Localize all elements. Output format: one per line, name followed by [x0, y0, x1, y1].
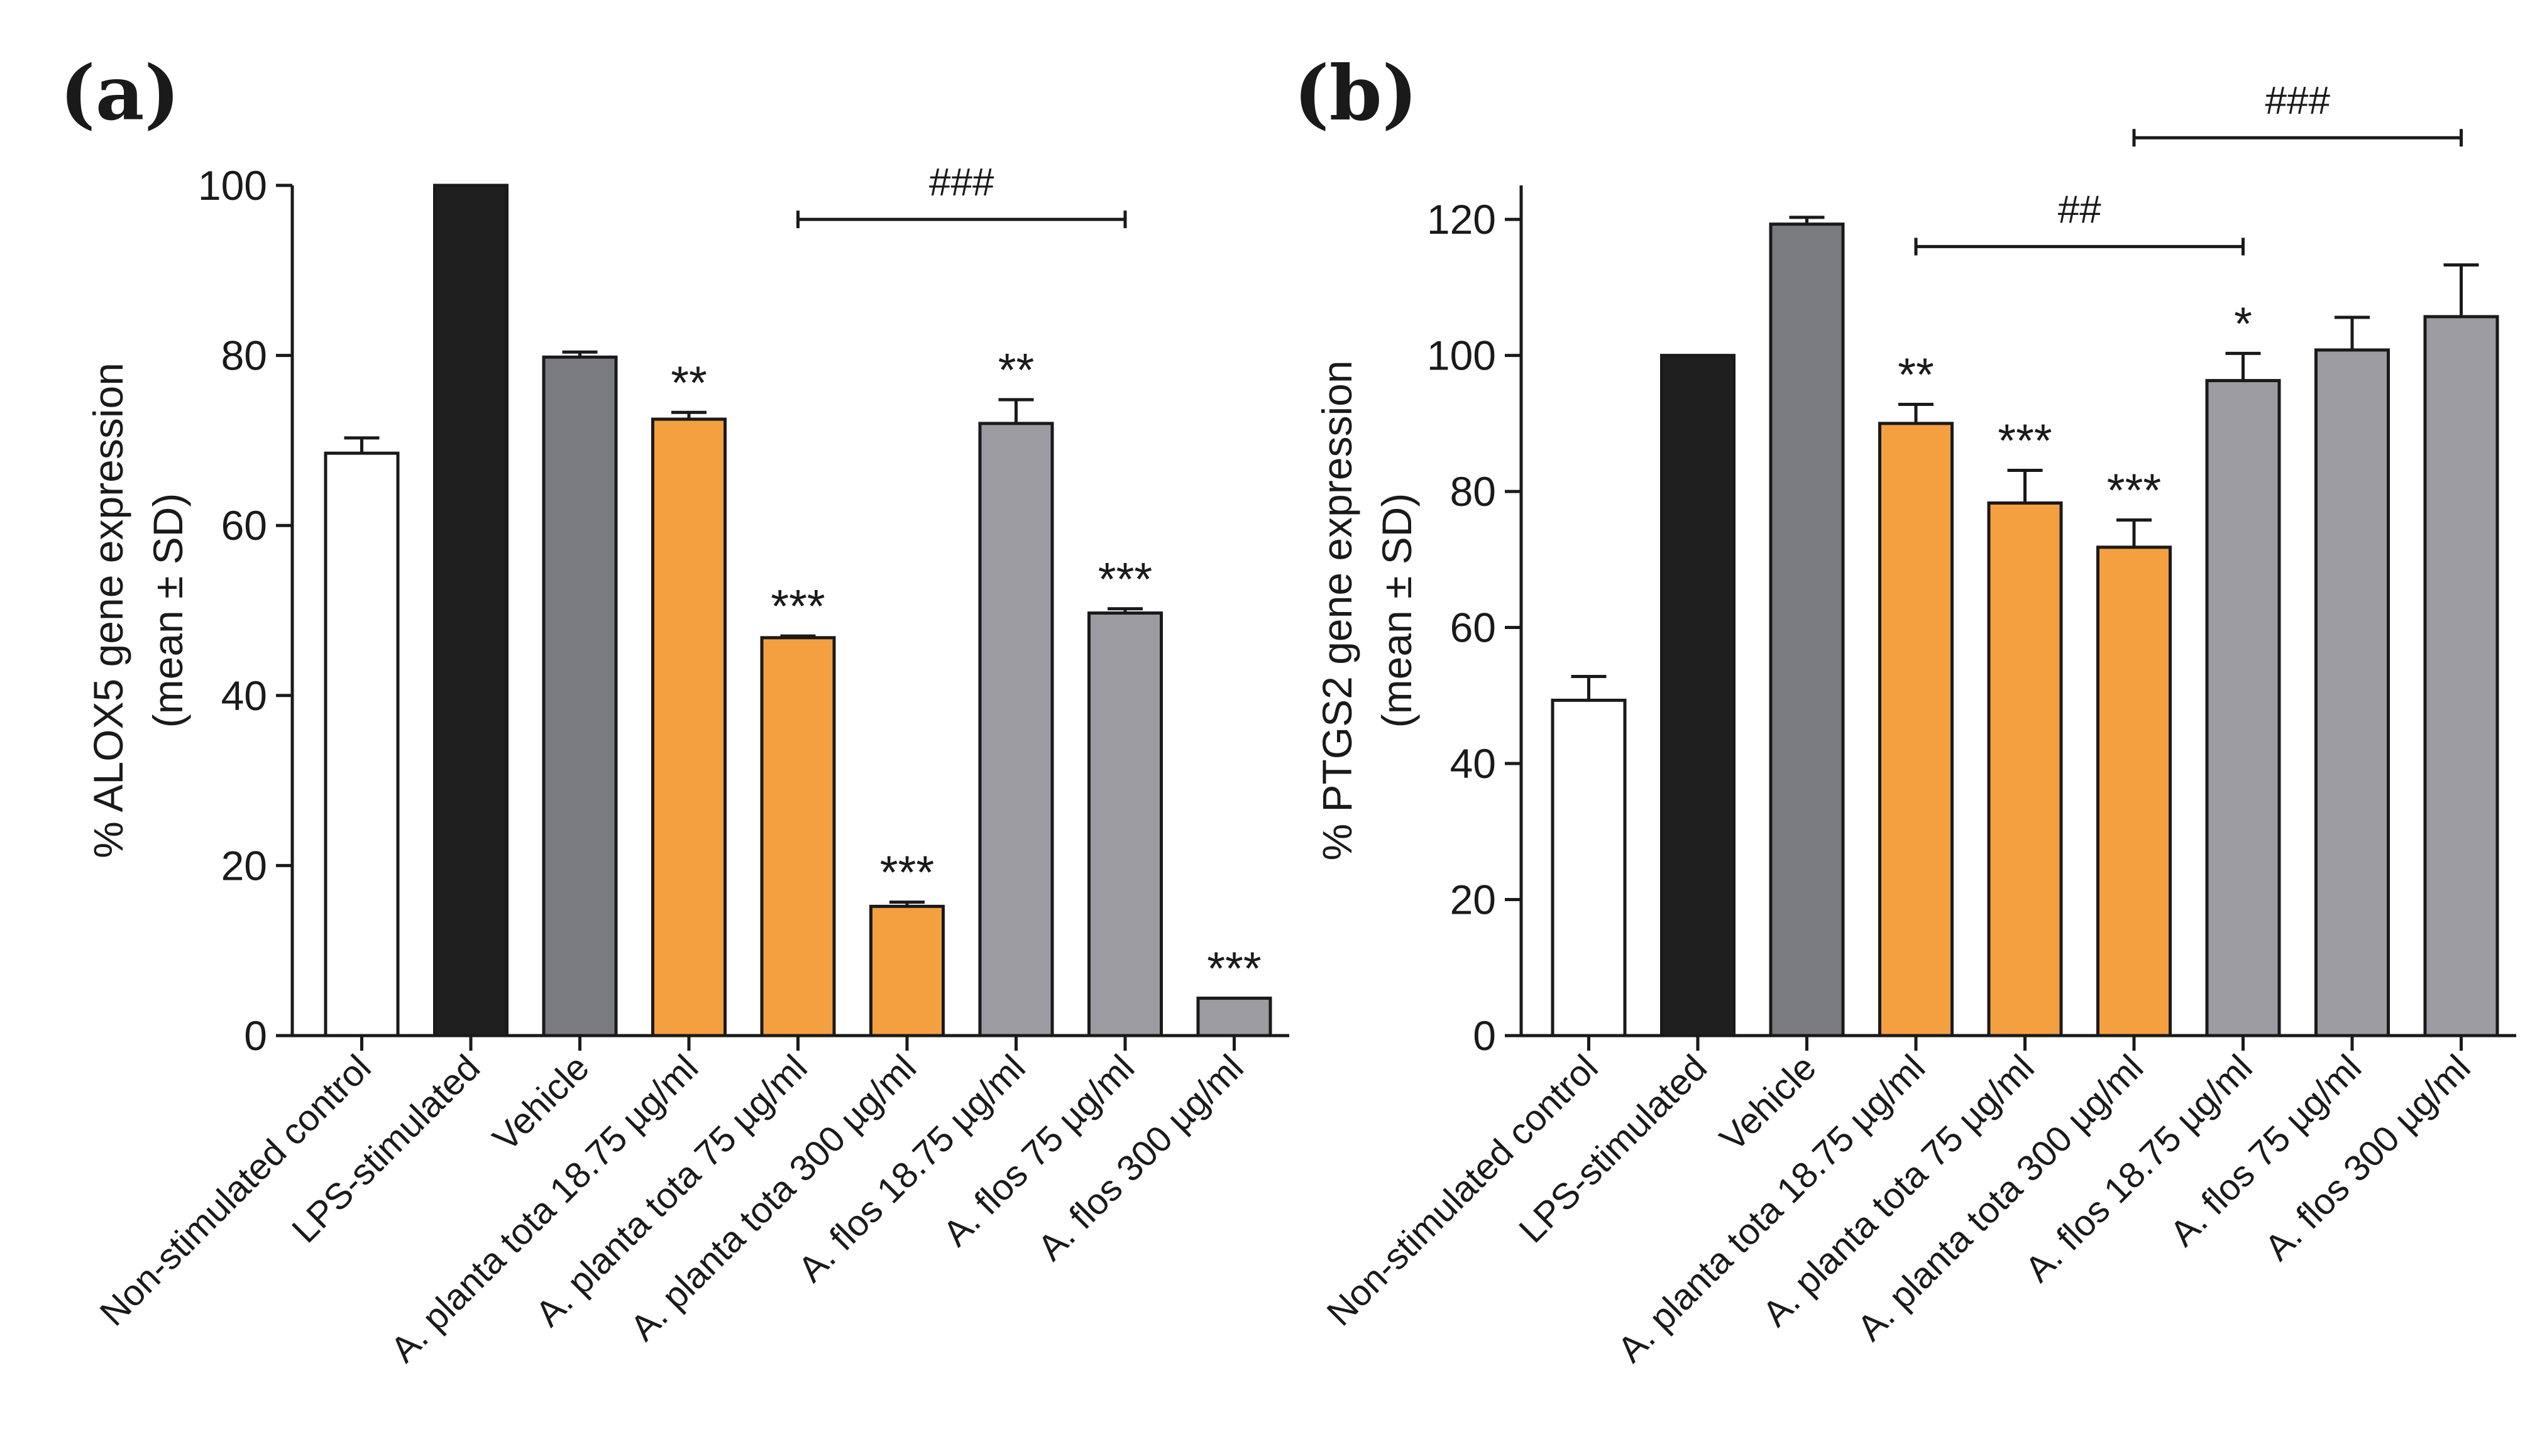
bar-8 [2423, 315, 2499, 1037]
y-tick-label: 100 [1427, 332, 1496, 379]
category-label: Vehicle [485, 1047, 597, 1159]
y-tick-label: 100 [198, 162, 267, 209]
chart-panel-a: (a) % ALOX5 gene expression (mean ± SD) 0 20… [60, 49, 1289, 1370]
y-tick-label: 60 [221, 502, 267, 549]
category-label: A. flos 75 µg/ml [2162, 1047, 2369, 1254]
bar-4 [1987, 501, 2063, 1037]
bar-1 [433, 183, 509, 1037]
category-label: Vehicle [1712, 1047, 1824, 1159]
y-tick-label: 80 [221, 332, 267, 379]
y-axis-title: % ALOX5 gene expression [85, 363, 131, 858]
y-tick-label: 60 [1450, 605, 1496, 651]
bar-6 [978, 422, 1054, 1037]
bar-3 [1878, 422, 1954, 1037]
y-axis-subtitle: (mean ± SD) [145, 493, 191, 728]
y-axis-subtitle: (mean ± SD) [1373, 493, 1420, 728]
significance-label: ** [998, 344, 1035, 396]
significance-label: *** [2107, 464, 2161, 517]
bar-4 [760, 636, 836, 1037]
significance-label: *** [1207, 942, 1261, 994]
bracket-label: ### [929, 161, 994, 204]
bar-2 [1769, 222, 1845, 1037]
bar-5 [869, 904, 945, 1037]
bar-6 [2205, 379, 2281, 1037]
bar-2 [542, 355, 618, 1037]
bar-5 [2096, 545, 2172, 1037]
bar-7 [1087, 611, 1163, 1037]
significance-label: *** [1098, 553, 1152, 605]
y-tick-label: 80 [1450, 468, 1496, 515]
significance-label: ** [671, 356, 707, 408]
significance-label: *** [1998, 415, 2052, 467]
y-axis-title: % PTGS2 gene expression [1314, 360, 1360, 860]
y-tick-label: 120 [1427, 196, 1496, 243]
bar-8 [1196, 996, 1272, 1037]
bracket-label: ### [2265, 79, 2331, 123]
significance-label: * [2234, 297, 2252, 349]
y-tick-label: 40 [221, 672, 267, 719]
bar-7 [2314, 348, 2390, 1037]
category-label: A. flos 300 µg/ml [1030, 1047, 1251, 1268]
y-tick-label: 40 [1450, 740, 1496, 787]
y-tick-label: 0 [1473, 1012, 1496, 1059]
bar-1 [1660, 354, 1736, 1037]
y-tick-label: 20 [1450, 877, 1496, 923]
significance-label: ** [1898, 349, 1934, 401]
y-tick-label: 0 [244, 1012, 267, 1059]
significance-label: *** [771, 580, 825, 632]
bracket-label: ## [2058, 188, 2101, 231]
category-label: LPS-stimulated [1511, 1047, 1715, 1251]
panel-label: (b) [1294, 49, 1417, 138]
panel-label: (a) [60, 49, 180, 138]
category-label: LPS-stimulated [284, 1047, 488, 1251]
category-label: A. flos 75 µg/ml [935, 1047, 1142, 1254]
significance-label: *** [880, 846, 934, 899]
bar-0 [324, 451, 400, 1037]
category-label: A. flos 300 µg/ml [2257, 1047, 2478, 1268]
chart-panel-b: (b) % PTGS2 gene expression (mean ± SD) 0 20… [1294, 49, 2516, 1370]
bar-0 [1551, 698, 1627, 1037]
bar-3 [651, 417, 727, 1037]
y-tick-label: 20 [221, 842, 267, 889]
